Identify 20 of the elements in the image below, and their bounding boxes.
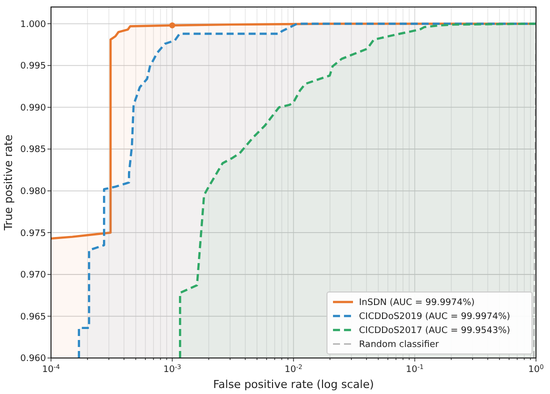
y-tick-label: 0.970 (20, 270, 46, 281)
x-tick-label: 10$^{-2}$ (284, 364, 302, 375)
legend-label: Random classifier (359, 340, 440, 350)
legend-label: InSDN (AUC = 99.9974%) (359, 298, 475, 308)
x-tick-label: 10$^{-4}$ (42, 364, 60, 375)
x-tick-label: 10$^{-1}$ (406, 364, 424, 375)
x-tick-label: 10$^{-3}$ (163, 364, 182, 375)
x-tick-label: 10$^{0}$ (528, 364, 544, 375)
legend-label: CICDDoS2017 (AUC = 99.9543%) (359, 326, 510, 336)
y-tick-label: 0.975 (20, 228, 46, 239)
y-tick-label: 0.990 (20, 103, 46, 114)
y-tick-label: 0.985 (20, 145, 46, 156)
y-tick-label: 0.980 (20, 187, 46, 198)
y-tick-label: 0.960 (20, 354, 46, 364)
y-axis-title: True positive rate (2, 134, 15, 232)
x-axis-title: False positive rate (log scale) (213, 378, 374, 391)
y-tick-label: 0.995 (20, 62, 46, 72)
y-tick-label: 0.965 (20, 312, 46, 322)
legend-label: CICDDoS2019 (AUC = 99.9974%) (359, 312, 510, 322)
y-tick-label: 1.000 (20, 20, 46, 30)
